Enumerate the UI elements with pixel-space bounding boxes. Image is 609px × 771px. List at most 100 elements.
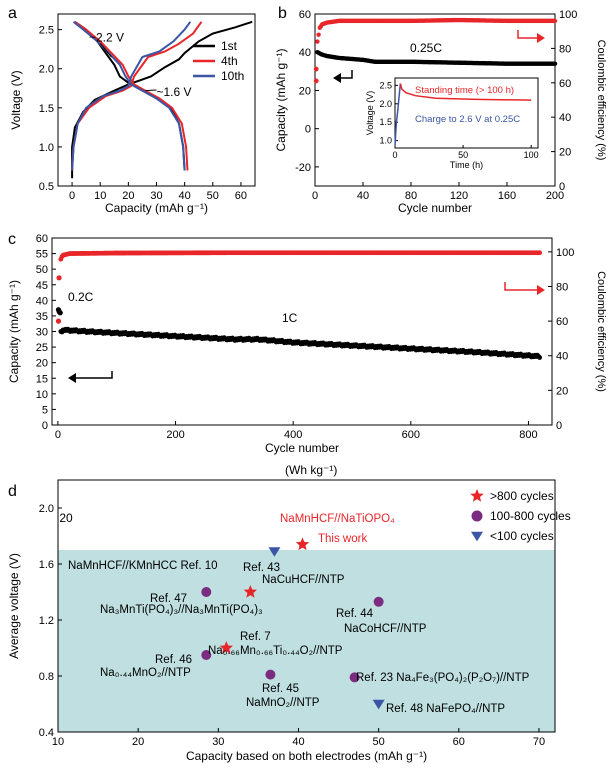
panel-c-rate-label-02C: 0.2C [68,290,94,304]
inset-y-axis-label: Voltage (V) [365,91,375,136]
panel-a-x-axis-label: Capacity (mAh g⁻¹) [105,201,208,215]
panel-a-x-tick-label: 50 [207,190,219,202]
panel-c-capacity-point [537,355,543,360]
panel-d-x-tick-label: 60 [453,736,465,748]
panel-d-frame [57,479,556,733]
panel-d-point-label: Na₀.₄₄MnO₂//NTP [100,667,191,679]
panel-d-x-tick-label: 10 [52,736,64,748]
panel-a-10th-charge-curve [71,21,192,171]
panel-c-x-tick-label: 0 [55,429,61,441]
panel-c-y2-tick-label: 60 [556,316,568,328]
panel-d-x-tick-label: 70 [533,736,545,748]
panel-d-point-label: Ref. 48 NaFePO₄//NTP [386,703,505,715]
panel-letter: c [8,231,16,248]
panel-letter: b [278,5,287,22]
panel-c-y-tick-label: 40 [36,295,48,307]
panel-a-x-tick-label: 20 [122,190,134,202]
panel-c-rate-label-1C: 1C [282,311,298,325]
panel-b-first-point [313,78,319,84]
panel-c-y-tick-label: 10 [36,389,48,401]
panel-c-x-tick-label: 400 [284,429,302,441]
inset-y-tick-label: 2.5 [379,80,392,90]
panel-b-y2-tick-label: 60 [559,78,571,90]
panel-d-y-tick-label: 1.6 [39,559,54,571]
panel-b-capacity-point [552,61,558,66]
panel-d-circle-marker [201,587,212,597]
panel-d-energy-label: 20 [59,511,73,525]
panel-b-x-tick-label: 200 [546,190,564,202]
panel-b-x-tick-label: 40 [357,190,369,202]
panel-b-efficiency-point [315,39,320,44]
panel-d-x-tick-label: 50 [373,736,385,748]
panel-a-arrow-line [145,89,157,92]
panel-c-y-tick-label: 55 [36,249,48,261]
panel-c-right-arrow [504,282,540,291]
inset-charge-curve [394,83,402,147]
panel-b-y-tick-label: 60 [299,9,311,21]
panel-d-star-marker [219,641,233,654]
panel-b-y2-tick-label: 80 [559,43,571,55]
panel-d-x-tick-label: 40 [292,736,304,748]
panel-d-x2-axis-label: (Wh kg⁻¹) [285,463,337,477]
panel-d-x-tick-label: 20 [132,736,144,748]
panel-d-y-tick-label: 0.8 [39,671,54,683]
panel-letter: d [8,483,17,500]
panel-c-y-tick-label: 25 [36,342,48,354]
panel-b-y2-tick-label: 100 [559,9,577,21]
panel-d-point-ref-label: Ref. 46 [155,654,192,666]
panel-c-y2-tick-label: 0 [556,420,562,432]
panel-d-circle-marker [201,650,212,660]
panel-b-efficiency-point [316,32,321,37]
panel-c-y-axis-label: Capacity (mAh g⁻¹) [7,280,21,383]
panel-b-y-tick-label: 20 [299,85,311,97]
panel-d-y-tick-label: 2.0 [39,503,54,515]
panel-d-legend-label: >800 cycles [490,489,554,503]
panel-c-y-tick-label: 60 [36,233,48,245]
inset-standing-label: Standing time (> 100 h) [415,85,514,96]
panel-b-y2-tick-label: 0 [559,181,565,193]
panel-d-x-tick-label: 30 [212,736,224,748]
panel-a-legend-label: 4th [221,54,238,68]
panel-c-efficiency-point [537,250,543,256]
panel-c-x-tick-label: 800 [519,429,537,441]
panel-b-x-axis-label: Cycle number [398,201,472,215]
panel-b-x-tick-label: 120 [450,190,468,202]
panel-c-y-tick-label: 35 [36,311,48,323]
panel-c-y-tick-label: 0 [42,420,48,432]
panel-d-star-marker [243,585,257,598]
panel-b-frame [314,13,556,187]
arrow-head [68,373,76,383]
panel-c-left-arrow [72,371,113,379]
panel-a-legend-label: 10th [221,69,244,83]
panel-a-annotation: ~2.2 V [89,30,124,44]
panel-c-x-tick-label: 200 [166,429,184,441]
panel-d-y-tick-label: 0.4 [39,727,54,739]
panel-a-x-tick-label: 40 [179,190,191,202]
panel-d-legend-star [470,489,484,502]
panel-c-rate-point [57,310,63,316]
panel-d-legend-label: <100 cycles [490,529,554,543]
panel-b-x-tick-label: 80 [405,190,417,202]
panel-d-point-label: NaMnO₂//NTP [246,697,320,709]
panel-d-star-marker [295,537,310,551]
panel-d-y-tick-label: 1.2 [39,615,54,627]
panel-a-y-tick-label: 1.0 [39,142,54,154]
panel-c-y-tick-label: 15 [36,373,48,385]
panel-d-point-label: Na₃MnTi(PO₄)₃//Na₃MnTi(PO₄)₃ [100,604,263,616]
panel-d-point-ref-label: Ref. 45 [262,683,299,695]
panel-c-y2-tick-label: 100 [556,247,574,259]
panel-c-y-tick-label: 50 [36,264,48,276]
panel-a-y-axis-label: Voltage (V) [9,70,23,129]
panel-d-point-label: Ref. 23 Na₄Fe₃(PO₄)₂(P₂O₇)//NTP [356,672,530,684]
panel-d-point-label: NaCuHCF//NTP [262,574,345,586]
inset-x-tick-label: 100 [524,150,539,160]
panel-a-legend-label: 1st [221,39,238,53]
panel-b-rate-label: 0.25C [410,41,442,55]
inset-x-axis-label: Time (h) [450,160,483,170]
panel-d-point-label: NaCoHCF//NTP [344,623,427,635]
panel-a-x-tick-label: 30 [150,190,162,202]
inset-standing-curve [399,83,532,101]
panel-b-y-tick-label: 40 [299,47,311,59]
panel-b-efficiency-point [552,18,558,24]
